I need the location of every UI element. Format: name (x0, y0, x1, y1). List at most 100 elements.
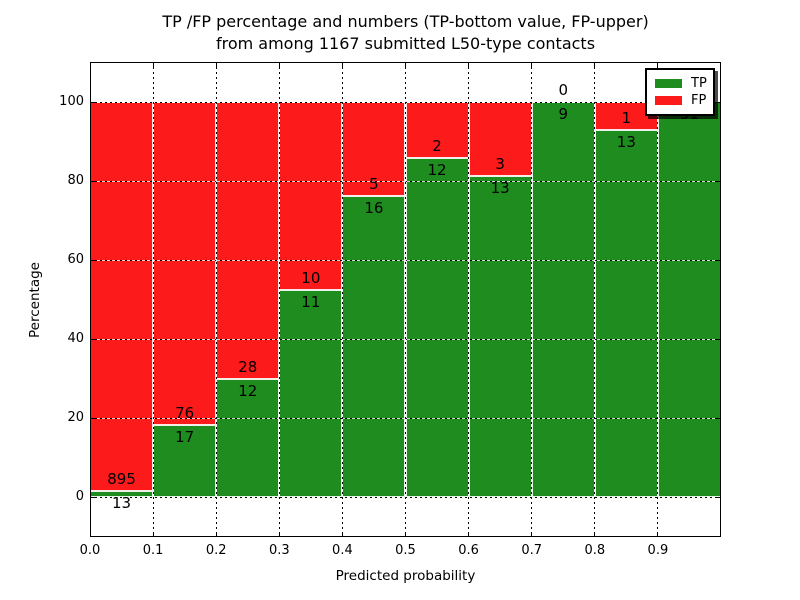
legend: TP FP (645, 68, 715, 116)
tp-bar-segment (531, 102, 595, 497)
tp-bar-segment (90, 491, 154, 497)
fp-bar-segment (153, 102, 217, 425)
y-tick-mark (90, 259, 95, 261)
chart-title-line2: from among 1167 submitted L50-type conta… (215, 34, 596, 53)
y-tick-mark (716, 338, 721, 340)
x-tick-label: 0.9 (647, 543, 669, 558)
x-tick-mark (657, 62, 659, 67)
x-tick-mark (531, 62, 533, 67)
y-tick-label: 100 (59, 94, 84, 109)
y-tick-mark (716, 496, 721, 498)
tp-count-label: 17 (175, 427, 195, 446)
x-tick-mark (720, 532, 721, 537)
fp-count-label: 895 (107, 470, 136, 489)
fp-count-label: 3 (495, 154, 505, 173)
fp-legend-label: FP (691, 93, 707, 108)
fp-count-label: 2 (432, 137, 442, 156)
vertical-gridline (152, 62, 154, 537)
tp-bar-segment (594, 130, 658, 497)
fp-bar-segment (468, 102, 532, 176)
fp-bar-segment (405, 102, 469, 159)
x-tick-label: 0.3 (268, 543, 290, 558)
tp-bar-segment (342, 196, 406, 497)
fp-count-label: 0 (558, 81, 569, 99)
tp-bar-segment (405, 158, 469, 497)
tp-bar-segment (657, 102, 721, 497)
vertical-gridline (468, 62, 470, 537)
tp-legend-label: TP (691, 76, 707, 91)
x-tick-mark (657, 532, 659, 537)
x-tick-mark (90, 62, 91, 67)
y-tick-label: 40 (67, 331, 84, 346)
fp-bar-segment (216, 102, 280, 379)
vertical-gridline (594, 62, 596, 537)
y-tick-mark (90, 496, 95, 498)
x-tick-mark (594, 62, 596, 67)
x-tick-label: 0.2 (205, 543, 227, 558)
y-tick-mark (716, 180, 721, 182)
tp-bar-segment (279, 290, 343, 497)
x-tick-label: 0.4 (332, 543, 353, 558)
x-tick-mark (468, 62, 470, 67)
fp-count-label: 28 (238, 357, 258, 376)
y-tick-mark (90, 101, 95, 103)
vertical-gridline (657, 62, 659, 537)
fp-count-label: 5 (369, 175, 379, 193)
x-tick-label: 0.1 (142, 543, 164, 558)
x-axis-label: Predicted probability (335, 568, 476, 584)
tp-count-label: 13 (616, 133, 636, 152)
legend-row-tp: TP (647, 75, 713, 92)
fp-bar-segment (90, 102, 154, 492)
tp-count-label: 12 (427, 161, 447, 180)
tp-bar-segment (468, 175, 532, 497)
x-tick-mark (215, 532, 217, 537)
y-tick-label: 80 (67, 173, 84, 188)
vertical-gridline (278, 62, 280, 537)
x-tick-label: 0.0 (79, 543, 101, 558)
vertical-gridline (405, 62, 406, 537)
fp-count-label: 10 (301, 269, 321, 288)
tp-count-label: 11 (301, 293, 321, 312)
tp-bar-segment (153, 424, 217, 497)
x-tick-mark (278, 532, 280, 537)
tp-count-label: 16 (364, 199, 384, 217)
y-tick-mark (716, 417, 721, 419)
x-tick-mark (531, 532, 533, 537)
fp-bar-segment (279, 102, 343, 291)
tp-bar-segment (216, 378, 280, 497)
x-tick-mark (720, 62, 721, 67)
x-tick-mark (90, 532, 91, 537)
x-tick-mark (341, 62, 343, 67)
x-tick-mark (152, 532, 154, 537)
x-tick-mark (278, 62, 280, 67)
x-tick-label: 0.8 (584, 543, 606, 558)
y-tick-mark (90, 417, 95, 419)
tp-legend-swatch-icon (655, 79, 682, 88)
tp-count-label: 9 (558, 105, 569, 123)
y-tick-label: 20 (67, 410, 84, 425)
vertical-gridline (215, 62, 217, 537)
fp-legend-swatch-icon (655, 96, 682, 105)
fp-bar-segment (342, 102, 406, 196)
x-tick-mark (468, 532, 470, 537)
fp-count-label: 76 (175, 403, 195, 422)
x-tick-label: 0.5 (395, 543, 416, 558)
x-tick-label: 0.6 (458, 543, 479, 558)
x-tick-mark (215, 62, 217, 67)
tp-count-label: 12 (238, 381, 258, 400)
y-tick-label: 0 (75, 489, 84, 504)
x-tick-mark (405, 62, 406, 67)
legend-row-fp: FP (647, 92, 713, 109)
x-tick-mark (152, 62, 154, 67)
y-tick-mark (716, 259, 721, 261)
chart-title-line1: TP /FP percentage and numbers (TP-bottom… (162, 12, 649, 31)
vertical-gridline (341, 62, 343, 537)
plot-area: TP FP 8951376172812101151621231309113031 (90, 62, 721, 537)
tp-count-label: 13 (490, 178, 510, 197)
y-tick-mark (90, 338, 95, 340)
y-axis-label: Percentage (27, 262, 43, 338)
y-tick-mark (90, 180, 95, 182)
fp-count-label: 1 (621, 109, 632, 128)
tp-count-label: 13 (112, 494, 132, 513)
